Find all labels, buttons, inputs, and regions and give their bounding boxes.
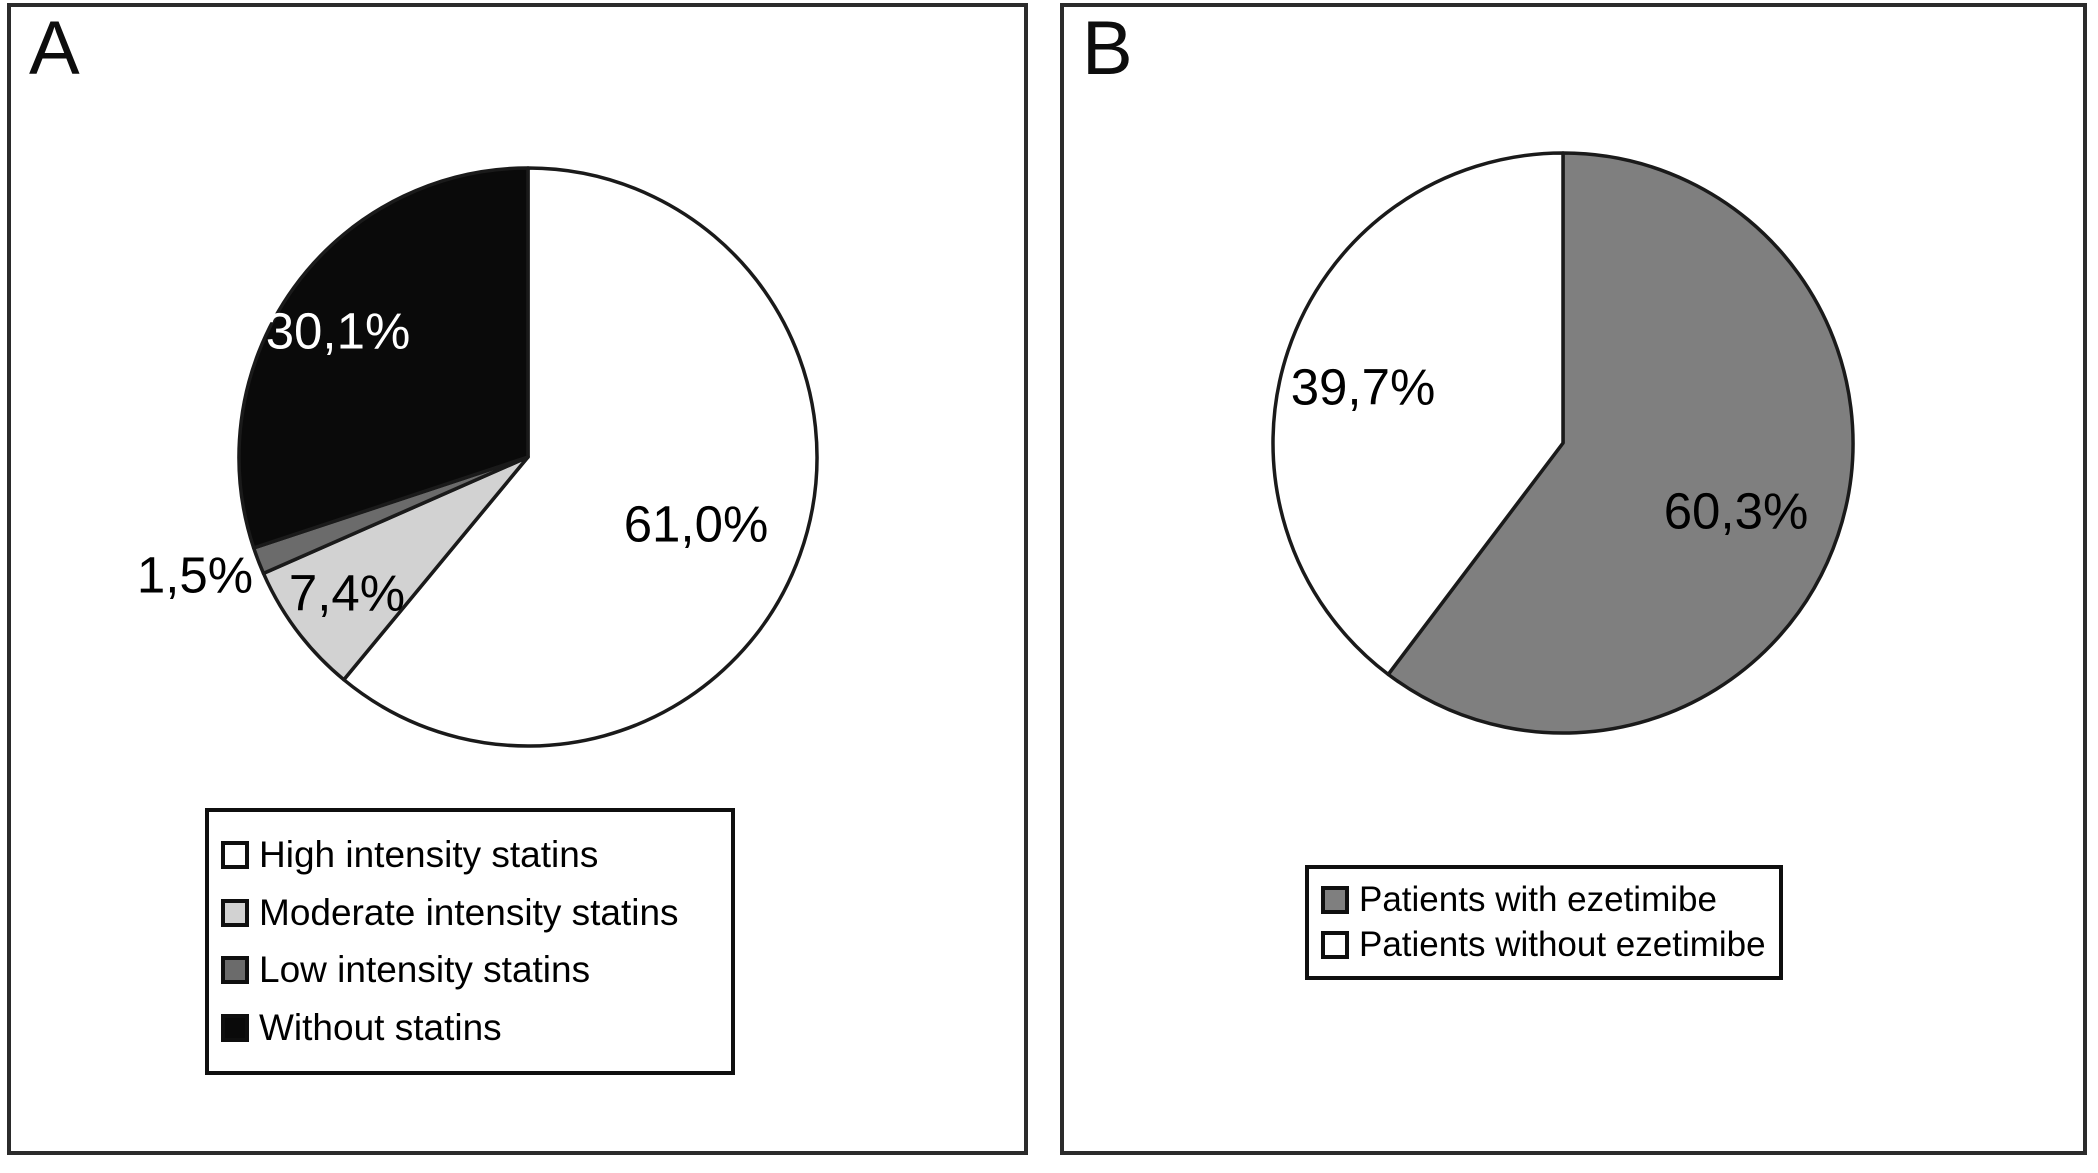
panel-b-label: B bbox=[1082, 6, 1133, 91]
legend-item-label: Moderate intensity statins bbox=[259, 891, 679, 933]
pie-slice bbox=[342, 166, 819, 748]
panel-a-label: A bbox=[29, 6, 80, 91]
legend-swatch bbox=[221, 956, 249, 985]
legend-swatch bbox=[221, 898, 249, 927]
pie-slice bbox=[1271, 151, 1565, 677]
legend-swatch bbox=[221, 1014, 249, 1043]
panel-a: A 61,0% 7,4% 1,5% 30,1% High intensity stat… bbox=[7, 3, 1028, 1155]
legend-statin-intensity: High intensity statins Moderate intensity… bbox=[205, 808, 735, 1075]
slice-percentage-label: 60,3% bbox=[1664, 483, 1809, 540]
legend-ezetimibe: Patients with ezetimibe Patients without … bbox=[1305, 865, 1783, 980]
pie-slice bbox=[261, 455, 530, 682]
slice-percentage-label: 39,7% bbox=[1291, 359, 1436, 416]
pie-chart-ezetimibe: 60,3% 39,7% bbox=[1271, 151, 1855, 735]
pie-chart-statin-intensity: 61,0% 7,4% 1,5% 30,1% bbox=[137, 166, 819, 748]
legend-item: Moderate intensity statins bbox=[221, 892, 719, 934]
legend-item: High intensity statins bbox=[221, 834, 719, 876]
slice-percentage-label: 7,4% bbox=[289, 565, 405, 622]
legend-swatch bbox=[1321, 931, 1349, 959]
pie-slice bbox=[237, 166, 530, 550]
legend-item: Patients with ezetimibe bbox=[1321, 880, 1767, 920]
slice-percentage-label: 30,1% bbox=[266, 303, 411, 360]
legend-item-label: Low intensity statins bbox=[259, 949, 591, 991]
pie-slice bbox=[1386, 151, 1855, 735]
legend-item: Patients without ezetimibe bbox=[1321, 925, 1767, 965]
legend-item: Low intensity statins bbox=[221, 949, 719, 991]
legend-item-label: High intensity statins bbox=[259, 833, 599, 875]
legend-item-label: Patients with ezetimibe bbox=[1359, 880, 1717, 919]
legend-swatch bbox=[1321, 886, 1349, 914]
legend-item: Without statins bbox=[221, 1007, 719, 1049]
panel-b: B 60,3% 39,7% Patients with ezetimibe Pati… bbox=[1060, 3, 2087, 1155]
legend-item-label: Patients without ezetimibe bbox=[1359, 925, 1766, 964]
slice-percentage-label: 1,5% bbox=[137, 547, 253, 604]
legend-swatch bbox=[221, 840, 249, 869]
legend-item-label: Without statins bbox=[259, 1007, 502, 1049]
slice-percentage-label: 61,0% bbox=[624, 496, 769, 553]
